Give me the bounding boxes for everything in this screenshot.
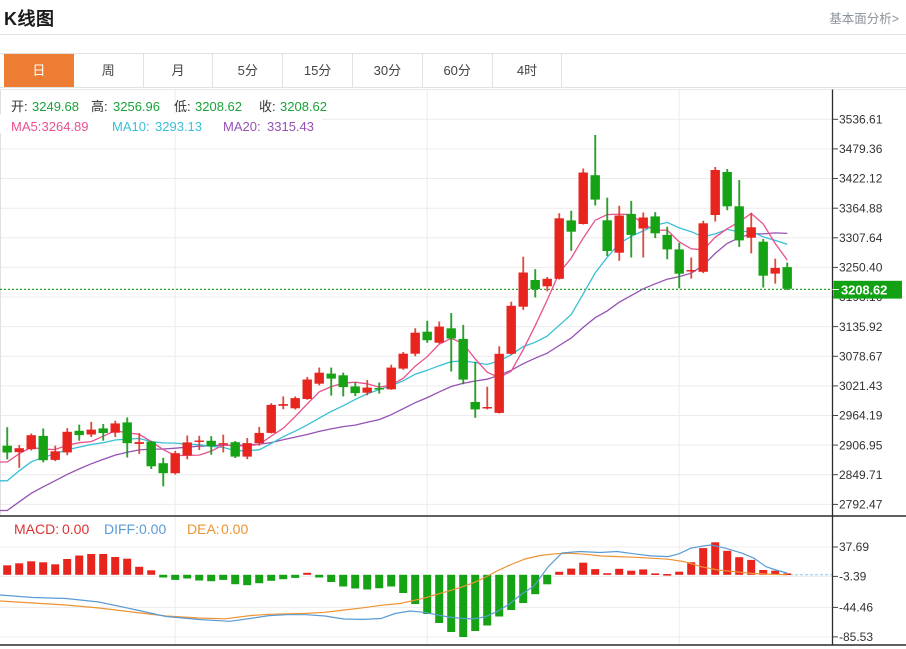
- svg-text:MA5:: MA5:: [11, 119, 41, 134]
- svg-text:37.69: 37.69: [839, 540, 869, 554]
- svg-text:3249.68: 3249.68: [32, 99, 79, 114]
- svg-text:3479.36: 3479.36: [839, 142, 883, 156]
- svg-text:低:: 低:: [174, 99, 191, 114]
- svg-text:3422.12: 3422.12: [839, 172, 883, 186]
- svg-text:0.00: 0.00: [139, 521, 166, 537]
- svg-text:2849.71: 2849.71: [839, 468, 883, 482]
- svg-text:2792.47: 2792.47: [839, 498, 883, 512]
- svg-text:高:: 高:: [91, 99, 108, 114]
- svg-text:DEA:: DEA:: [187, 521, 220, 537]
- svg-text:MA20:: MA20:: [223, 119, 261, 134]
- svg-text:DIFF:: DIFF:: [104, 521, 139, 537]
- svg-text:3536.61: 3536.61: [839, 113, 883, 127]
- svg-text:2964.19: 2964.19: [839, 409, 883, 423]
- svg-text:3250.40: 3250.40: [839, 261, 883, 275]
- svg-text:0.00: 0.00: [221, 521, 248, 537]
- svg-text:3208.62: 3208.62: [841, 283, 887, 298]
- svg-text:3021.43: 3021.43: [839, 379, 883, 393]
- svg-text:3307.64: 3307.64: [839, 231, 883, 245]
- svg-text:MA10:: MA10:: [112, 119, 150, 134]
- svg-text:3315.43: 3315.43: [267, 119, 314, 134]
- svg-text:2906.95: 2906.95: [839, 438, 883, 452]
- svg-text:3264.89: 3264.89: [42, 119, 89, 134]
- svg-text:3208.62: 3208.62: [195, 99, 242, 114]
- svg-text:3364.88: 3364.88: [839, 201, 883, 215]
- svg-text:3256.96: 3256.96: [113, 99, 160, 114]
- svg-text:-44.46: -44.46: [839, 601, 873, 615]
- svg-text:3293.13: 3293.13: [155, 119, 202, 134]
- svg-text:收:: 收:: [259, 99, 276, 114]
- svg-text:3135.92: 3135.92: [839, 320, 883, 334]
- svg-text:0.00: 0.00: [62, 521, 89, 537]
- svg-text:开:: 开:: [11, 99, 28, 114]
- svg-text:MACD:: MACD:: [14, 521, 59, 537]
- svg-text:-3.39: -3.39: [839, 570, 867, 584]
- svg-text:-85.53: -85.53: [839, 630, 873, 644]
- svg-text:3078.67: 3078.67: [839, 350, 883, 364]
- svg-text:3208.62: 3208.62: [280, 99, 327, 114]
